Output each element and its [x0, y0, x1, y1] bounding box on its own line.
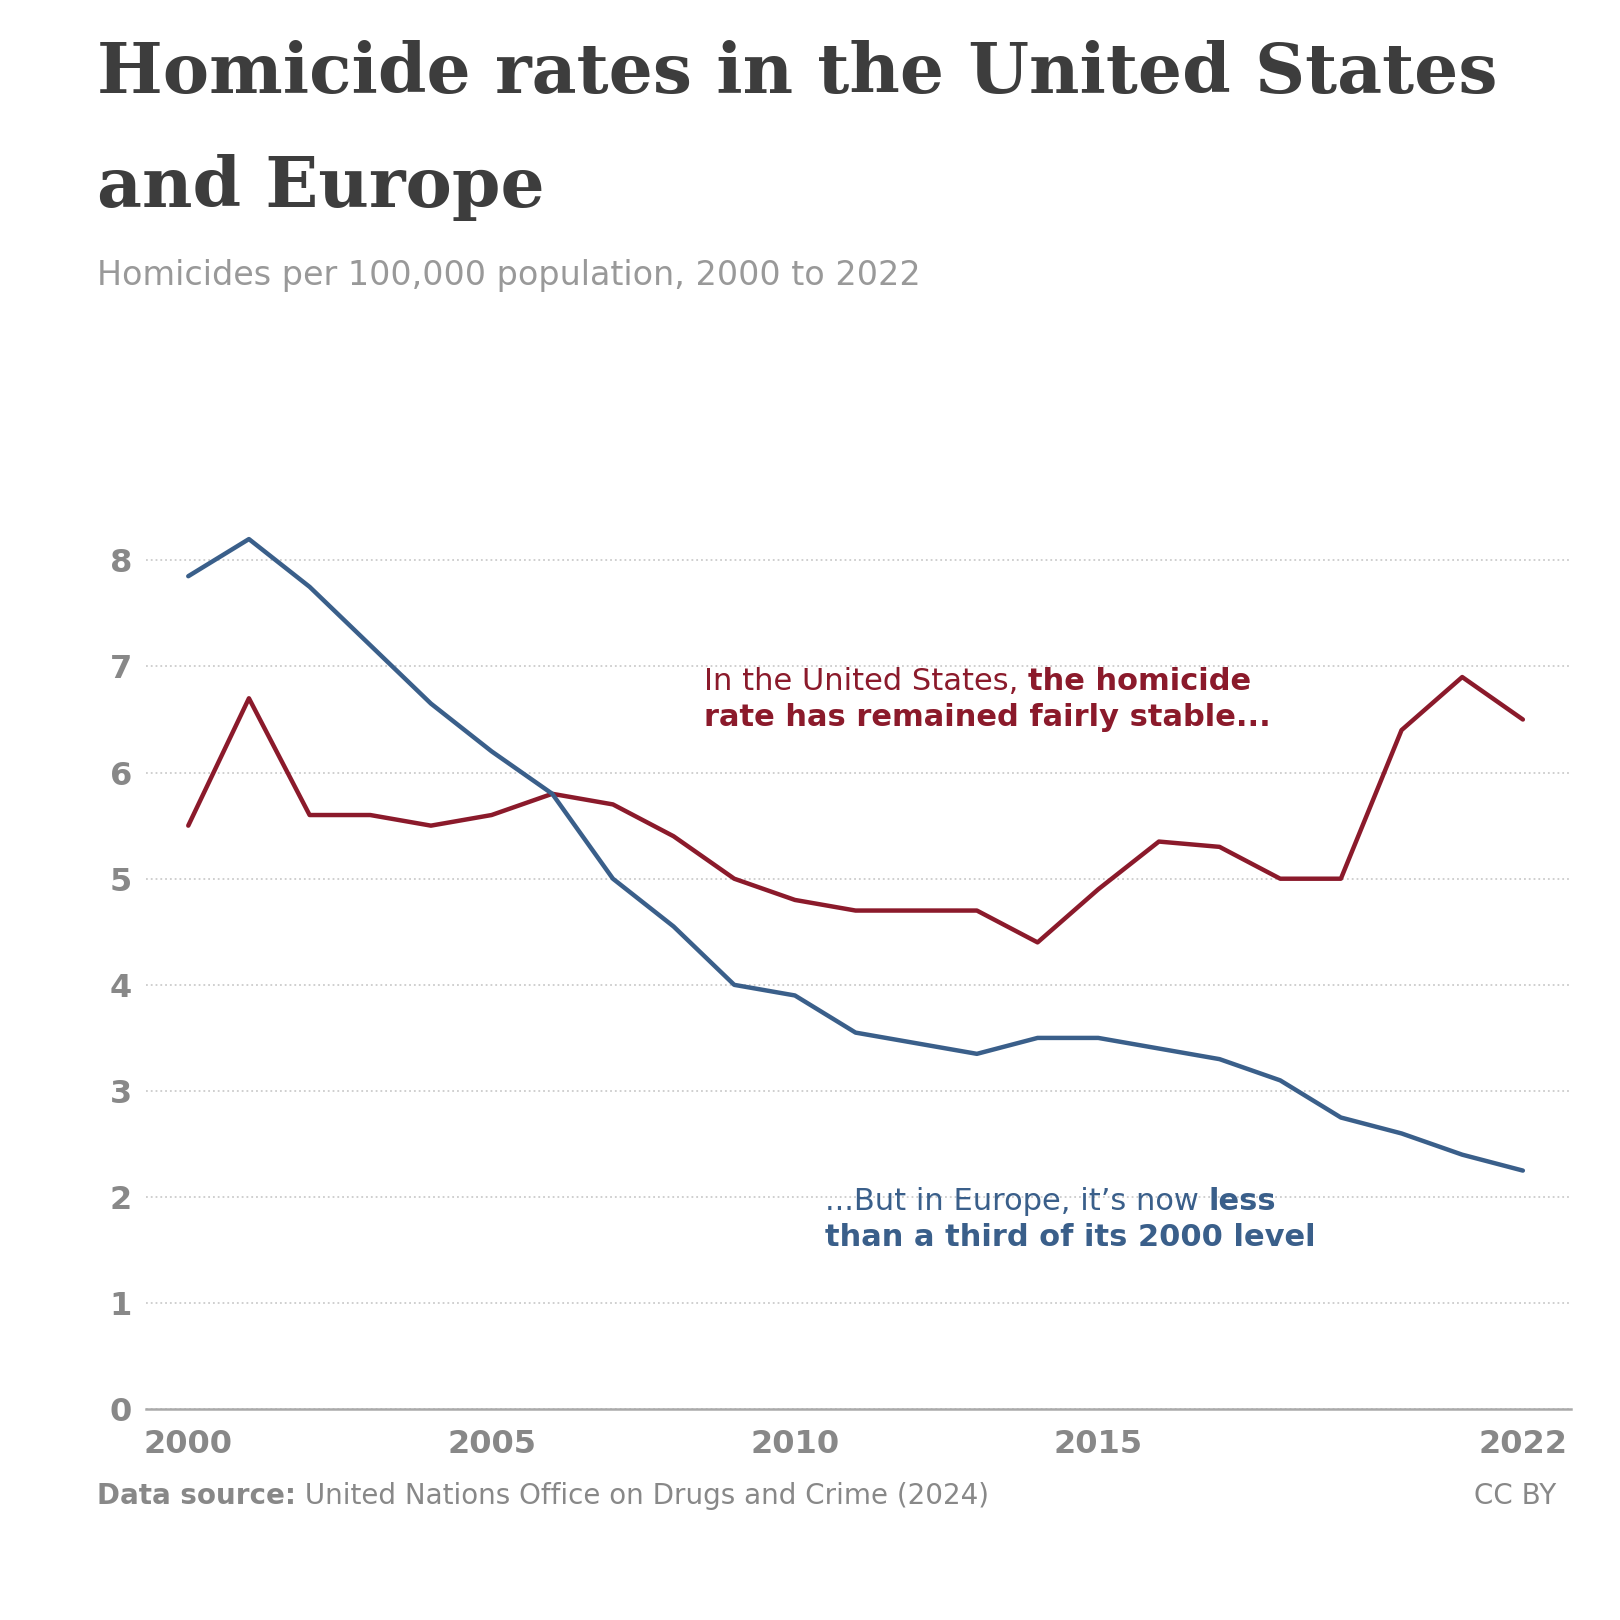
Text: Homicides per 100,000 population, 2000 to 2022: Homicides per 100,000 population, 2000 t…: [97, 259, 920, 292]
Text: CC BY: CC BY: [1474, 1482, 1557, 1510]
Text: Data source:: Data source:: [97, 1482, 296, 1510]
Text: Homicide rates in the United States: Homicide rates in the United States: [97, 40, 1498, 107]
Text: United Nations Office on Drugs and Crime (2024): United Nations Office on Drugs and Crime…: [296, 1482, 990, 1510]
Text: ...But in Europe, it’s now: ...But in Europe, it’s now: [825, 1187, 1209, 1217]
Text: In the United States,: In the United States,: [705, 667, 1029, 697]
Text: Our World: Our World: [1403, 60, 1531, 81]
Text: in Data: in Data: [1422, 112, 1511, 131]
Text: rate has remained fairly stable...: rate has remained fairly stable...: [705, 703, 1270, 732]
Text: less: less: [1209, 1187, 1277, 1217]
Text: the homicide: the homicide: [1029, 667, 1251, 697]
Text: than a third of its 2000 level: than a third of its 2000 level: [825, 1223, 1315, 1252]
Text: and Europe: and Europe: [97, 154, 544, 220]
